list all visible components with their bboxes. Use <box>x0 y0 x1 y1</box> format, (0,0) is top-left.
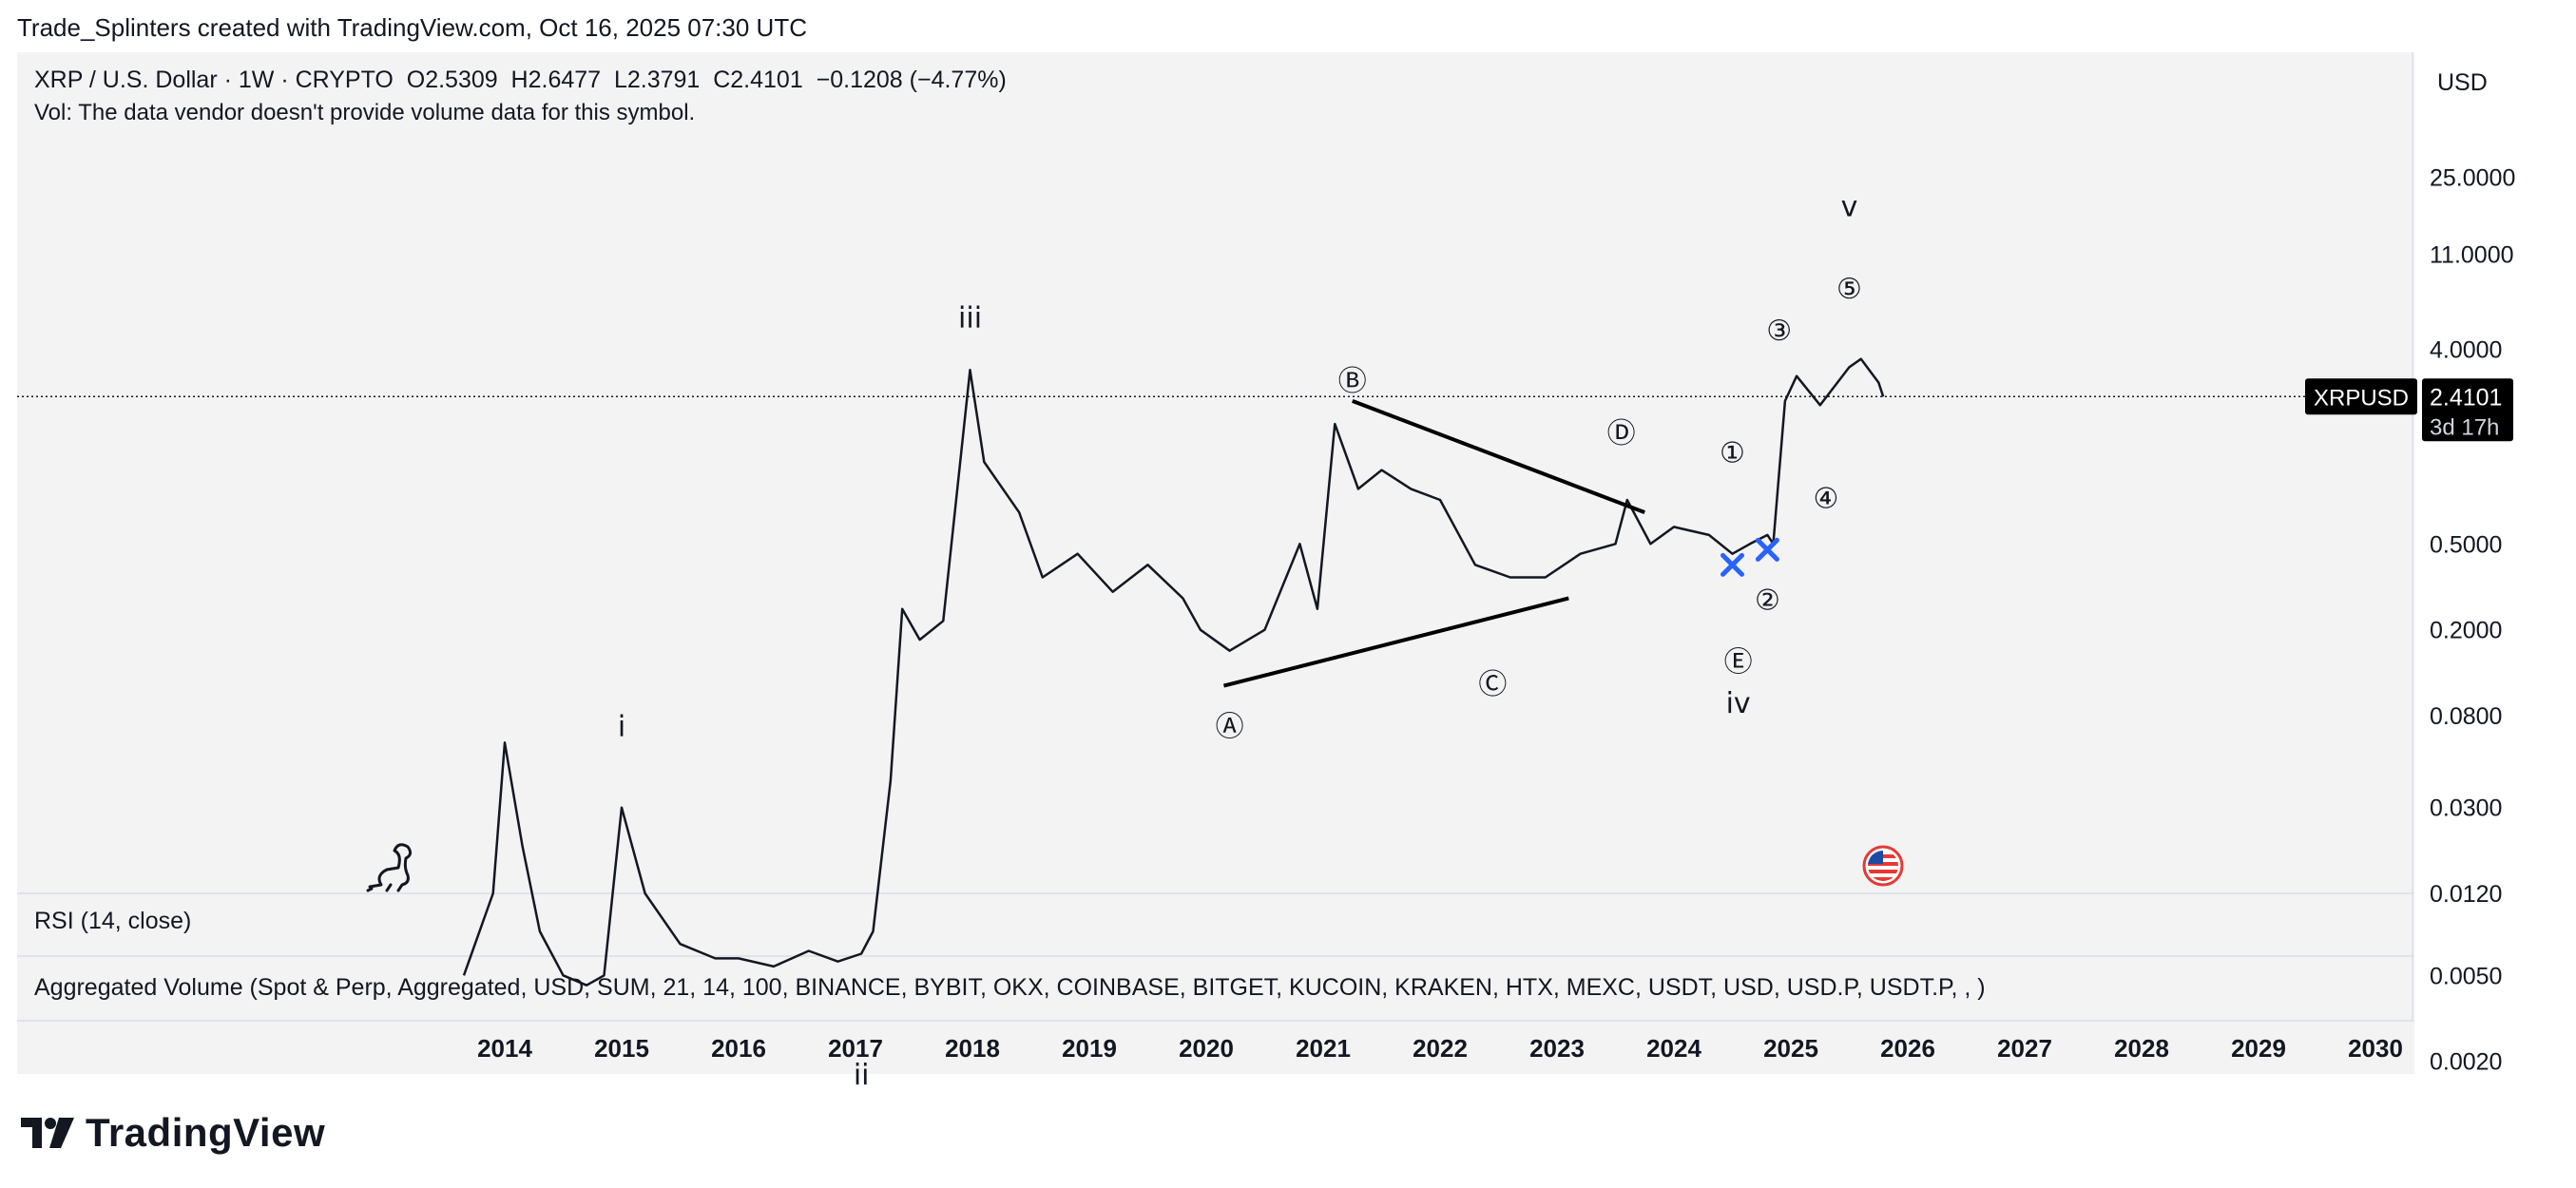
x-tick-label: 2015 <box>594 1034 649 1063</box>
wave-label: ② <box>1755 584 1780 618</box>
dino-icon <box>366 843 413 892</box>
y-tick-label: 0.0020 <box>2430 1049 2502 1076</box>
y-tick-label: 4.0000 <box>2430 336 2502 363</box>
x-tick-label: 2019 <box>1062 1034 1117 1063</box>
tradingview-logo: TradingView <box>21 1110 325 1156</box>
y-tick-label: 11.0000 <box>2430 242 2514 269</box>
wave-label: Ⓓ <box>1607 417 1636 450</box>
x-tick-label: 2028 <box>2114 1034 2169 1063</box>
wave-label: Ⓐ <box>1216 711 1244 744</box>
y-tick-label: 0.0300 <box>2430 795 2502 822</box>
symbol-legend: XRP / U.S. Dollar · 1W · CRYPTO O2.5309 … <box>34 67 1007 93</box>
x-tick-label: 2024 <box>1646 1034 1701 1063</box>
tradingview-logo-icon <box>21 1118 74 1148</box>
y-tick-label: 0.2000 <box>2430 618 2502 644</box>
price-tag-bg <box>2422 378 2513 442</box>
wave-label: Ⓑ <box>1338 365 1367 398</box>
x-tick-label: 2016 <box>711 1034 766 1063</box>
rsi-indicator-label[interactable]: RSI (14, close) <box>34 908 192 934</box>
y-tick-label: 0.0800 <box>2430 703 2502 730</box>
symbol-tag: XRPUSD <box>2314 385 2409 411</box>
aggregated-volume-label[interactable]: Aggregated Volume (Spot & Perp, Aggregat… <box>34 974 1986 1001</box>
triangle-upper-trendline <box>1352 399 1645 515</box>
volume-legend: Vol: The data vendor doesn't provide vol… <box>34 100 696 125</box>
x-marker <box>1721 552 1744 577</box>
wave-label: ③ <box>1766 315 1792 348</box>
x-tick-label: 2030 <box>2348 1034 2403 1063</box>
x-marker <box>1755 537 1779 562</box>
x-tick-label: 2020 <box>1179 1034 1234 1063</box>
price-series-line <box>462 357 1885 987</box>
x-tick-label: 2022 <box>1413 1034 1468 1063</box>
bar-countdown: 3d 17h <box>2430 414 2499 440</box>
x-tick-label: 2027 <box>1997 1034 2052 1063</box>
wave-label: iv <box>1726 687 1751 720</box>
x-tick-label: 2026 <box>1880 1034 1935 1063</box>
chart-attribution: Trade_Splinters created with TradingView… <box>17 13 807 42</box>
x-tick-label: 2021 <box>1296 1034 1351 1063</box>
wave-label: Ⓔ <box>1724 645 1753 679</box>
wave-label: ① <box>1720 437 1745 470</box>
brand-name: TradingView <box>86 1110 326 1155</box>
triangle-lower-trendline <box>1222 596 1569 688</box>
wave-label: i <box>618 711 625 744</box>
x-tick-label: 2023 <box>1529 1034 1585 1063</box>
us-flag-icon <box>1862 845 1904 887</box>
x-tick-label: 2025 <box>1763 1034 1818 1063</box>
y-tick-label: 0.5000 <box>2430 531 2502 558</box>
x-tick-label: 2018 <box>945 1034 1000 1063</box>
chart-pane <box>17 52 2414 1074</box>
y-tick-label: 0.0120 <box>2430 881 2502 908</box>
x-tick-label: 2014 <box>477 1034 532 1063</box>
wave-label: ④ <box>1813 482 1838 515</box>
currency-button[interactable]: USD <box>2422 61 2549 105</box>
x-tick-label: 2017 <box>828 1034 883 1063</box>
last-price-label: 2.4101 <box>2430 384 2502 411</box>
wave-label: iii <box>958 301 982 335</box>
wave-label: v <box>1841 191 1858 224</box>
wave-label: Ⓒ <box>1478 668 1507 701</box>
symbol-tag-bg <box>2305 378 2417 415</box>
wave-label: ii <box>854 1059 870 1092</box>
wave-label: ⑤ <box>1836 273 1862 306</box>
y-tick-label: 25.0000 <box>2430 165 2515 192</box>
y-tick-label: 0.0050 <box>2430 963 2502 989</box>
x-tick-label: 2029 <box>2231 1034 2286 1063</box>
